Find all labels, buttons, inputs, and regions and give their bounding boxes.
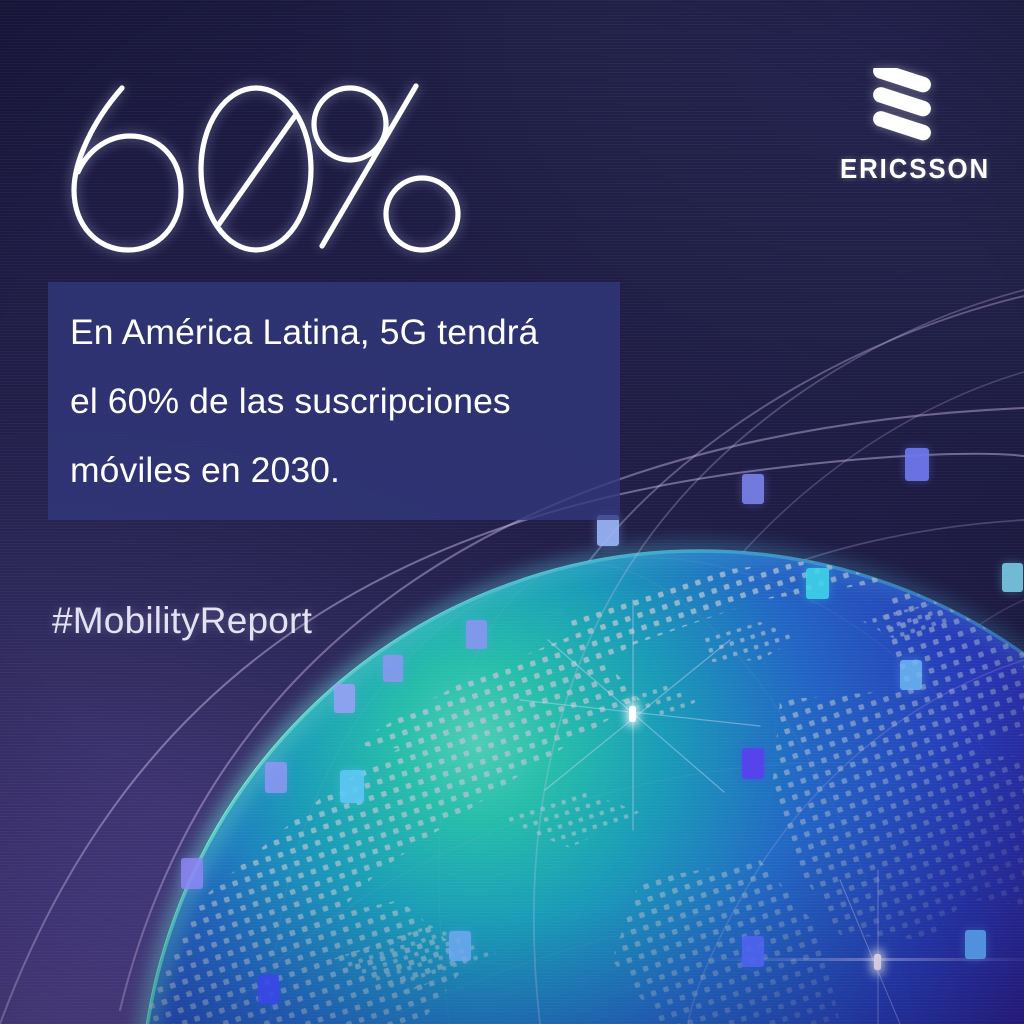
ericsson-wordmark: ERICSSON — [839, 153, 991, 184]
stat-value-60-percent — [64, 74, 464, 259]
hashtag-label: #MobilityReport — [52, 600, 313, 641]
headline-text: En América Latina, 5G tendrá el 60% de l… — [70, 312, 539, 490]
ericsson-three-bars-icon — [873, 68, 931, 141]
ericsson-logo: ERICSSON — [836, 68, 991, 184]
headline-panel: En América Latina, 5G tendrá el 60% de l… — [48, 282, 620, 520]
